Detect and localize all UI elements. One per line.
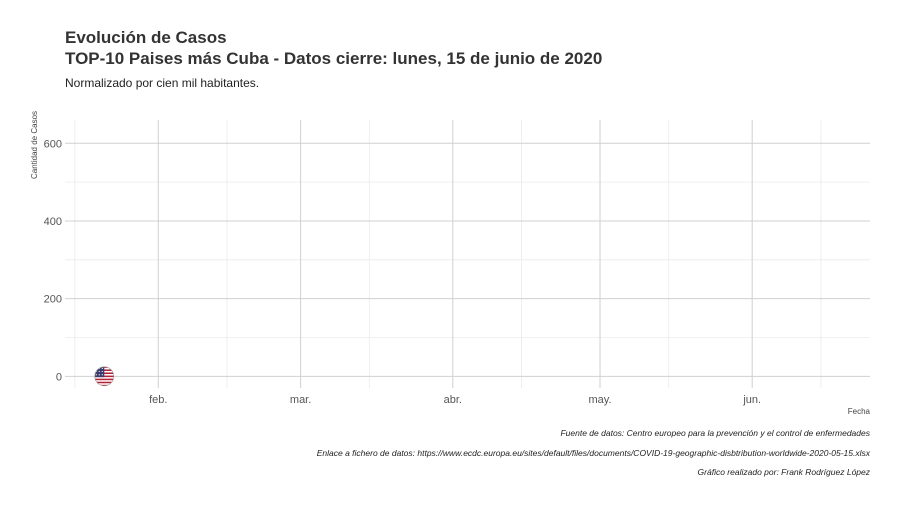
y-axis-title: Cantidad de Casos [30,111,39,179]
chart-title: Evolución de Casos [65,28,227,47]
y-tick-label: 400 [44,216,62,228]
y-tick-label: 200 [44,294,62,306]
grid [65,120,870,388]
data-points [94,366,115,387]
data-link-caption: Enlace a fichero de datos: https://www.e… [316,448,870,458]
x-tick-label: mar. [290,394,311,406]
y-axis: 0 200 400 600 [44,138,62,383]
x-axis-title: Fecha [848,407,871,416]
y-tick-label: 600 [44,138,62,150]
chart-title-line2: TOP-10 Paises más Cuba - Datos cierre: l… [65,49,603,68]
us-flag-icon [94,366,115,387]
x-tick-label: feb. [149,394,167,406]
x-tick-label: may. [589,394,612,406]
x-tick-label: jun. [742,394,761,406]
chart-subtitle: Normalizado por cien mil habitantes. [65,76,260,90]
source-caption: Fuente de datos: Centro europeo para la … [560,428,870,438]
y-tick-label: 0 [56,371,62,383]
x-axis: feb. mar. abr. may. jun. [149,394,761,406]
author-caption: Gráfico realizado por: Frank Rodríguez L… [697,467,870,477]
x-tick-label: abr. [444,394,462,406]
